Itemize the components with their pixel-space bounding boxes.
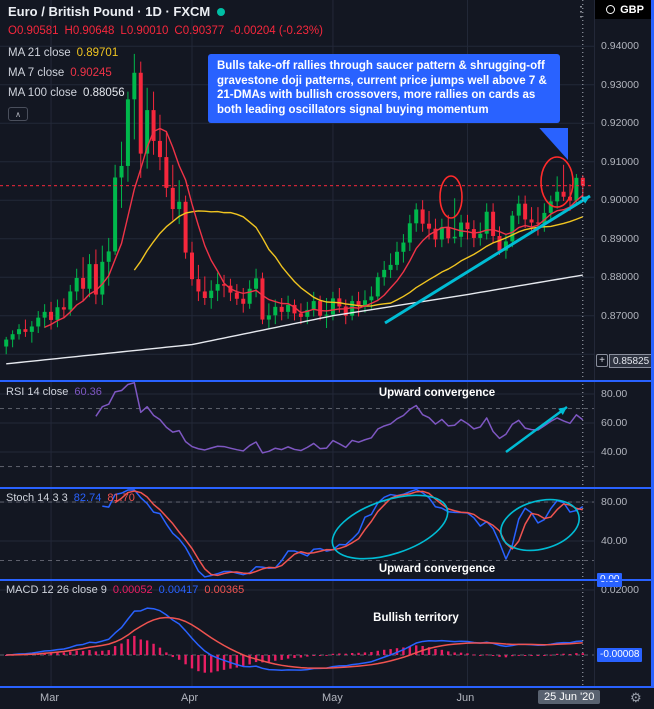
axis-price-label: 80.00	[601, 496, 628, 509]
pane-separator[interactable]	[0, 686, 654, 688]
axis-value-badge: 0.85825	[609, 353, 654, 368]
change-value: -0.00204 (-0.23%)	[230, 25, 323, 37]
rsi-legend[interactable]: RSI 14 close 60.36	[6, 386, 102, 398]
chevron-up-icon: ∧	[15, 109, 21, 119]
time-axis-month-label: Jun	[456, 692, 475, 704]
high-label: H	[64, 25, 73, 37]
collapse-legend-button[interactable]: ∧	[8, 107, 28, 121]
high-value: 0.90648	[72, 25, 115, 37]
currency-button[interactable]: GBP	[595, 0, 654, 19]
axis-price-label: 0.92000	[601, 117, 639, 130]
open-label: O	[8, 25, 17, 37]
axis-price-label: 40.00	[601, 535, 628, 548]
stoch-d-value: 81.70	[107, 492, 135, 504]
axis-price-label: 80.00	[601, 388, 628, 401]
ma-21-label: MA 21 close	[8, 47, 71, 59]
open-value: 0.90581	[16, 25, 59, 37]
time-axis-month-label: Apr	[180, 692, 199, 704]
axis-price-label: 60.00	[601, 417, 628, 430]
ma-100-legend[interactable]: MA 100 close 0.88056	[8, 87, 329, 99]
stoch-k-value: 82.74	[73, 492, 102, 504]
stoch-label: Stoch 14 3 3	[6, 492, 68, 504]
time-axis-month-label: May	[321, 692, 343, 704]
axis-price-label: 0.02000	[601, 584, 639, 596]
text-annotation: Upward convergence	[378, 387, 496, 399]
pane-menu-kebab-icon[interactable]: ⋮	[574, 3, 588, 19]
pane-separator[interactable]	[0, 579, 654, 581]
ma-100-label: MA 100 close	[8, 87, 78, 99]
close-label: C	[174, 25, 183, 37]
crosshair-date-badge: 25 Jun '20	[538, 690, 601, 704]
ma-100-value: 0.88056	[83, 87, 125, 99]
rsi-value: 60.36	[74, 386, 102, 398]
macd-line-value: 0.00417	[158, 584, 199, 596]
axis-value-badge: -0.00008	[597, 648, 643, 663]
macd-hist-value: 0.00052	[112, 584, 153, 596]
currency-label: GBP	[620, 3, 644, 16]
rsi-label: RSI 14 close	[6, 386, 69, 398]
macd-label: MACD 12 26 close 9	[6, 584, 107, 596]
axis-price-label: 0.88000	[601, 271, 639, 284]
ma-21-value: 0.89701	[76, 47, 119, 59]
time-axis[interactable]: 25 Jun '20 ⚙ Mar Apr May Jun	[0, 688, 654, 709]
axis-price-label: 40.00	[601, 446, 628, 459]
axis-price-label: 0.93000	[601, 78, 639, 91]
time-axis-month-label: Mar	[40, 692, 59, 704]
axis-price-label: 0.94000	[601, 40, 639, 53]
axis-price-label: 0.91000	[601, 155, 639, 168]
currency-icon	[606, 5, 616, 14]
ma-7-value: 0.90245	[70, 67, 112, 79]
ma-7-legend[interactable]: MA 7 close 0.90245	[8, 67, 329, 79]
axis-price-label: 0.89000	[601, 232, 639, 245]
ma-7-label: MA 7 close	[8, 67, 65, 79]
ohlc-values: O0.90581 H0.90648 L0.90010 C0.90377 -0.00204…	[8, 25, 329, 37]
low-label: L	[120, 25, 127, 37]
ma-21-legend[interactable]: MA 21 close 0.89701	[8, 47, 329, 59]
price-scale-plus-button[interactable]: +	[596, 354, 608, 367]
low-value: 0.90010	[126, 25, 169, 37]
callout-annotation[interactable]: Bulls take-off rallies through saucer pa…	[208, 54, 560, 123]
settings-gear-icon[interactable]: ⚙	[630, 690, 642, 705]
chart-right-border	[651, 0, 654, 686]
close-value: 0.90377	[182, 25, 225, 37]
text-annotation: Bullish territory	[373, 612, 459, 624]
axis-price-label: 0.90000	[601, 194, 639, 207]
macd-legend[interactable]: MACD 12 26 close 9 0.00052 0.00417 0.00365	[6, 584, 244, 596]
symbol-title-row[interactable]: Euro / British Pound · 1D · FXCM	[8, 4, 329, 19]
price-axis[interactable]: GBP + 0.94000 0.93000 0.92000 0.91000 0.9000…	[594, 0, 654, 688]
pane-separator[interactable]	[0, 380, 654, 382]
macd-signal-value: 0.00365	[204, 584, 245, 596]
axis-price-label: 0.87000	[601, 309, 639, 322]
symbol-title[interactable]: Euro / British Pound · 1D · FXCM	[8, 4, 211, 19]
pane-separator[interactable]	[0, 487, 654, 489]
main-legend: Euro / British Pound · 1D · FXCM O0.9058…	[8, 4, 329, 121]
market-status-dot	[217, 7, 226, 16]
stoch-legend[interactable]: Stoch 14 3 3 82.74 81.70	[6, 492, 135, 504]
text-annotation: Upward convergence	[378, 563, 496, 575]
